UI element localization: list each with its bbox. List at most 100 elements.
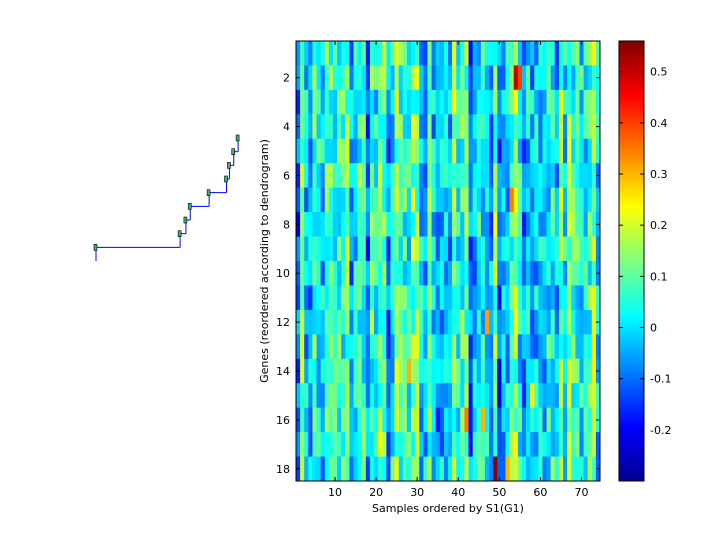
heatmap-cell xyxy=(353,236,358,262)
heatmap-cell xyxy=(423,285,428,311)
heatmap-cell xyxy=(575,187,580,213)
heatmap-cell xyxy=(579,65,584,91)
heatmap-cell xyxy=(390,41,395,66)
heatmap-cell xyxy=(513,261,519,286)
heatmap-cell xyxy=(456,432,461,457)
heatmap-cell xyxy=(558,212,564,237)
heatmap-cell xyxy=(460,212,465,237)
heatmap-cell xyxy=(530,114,535,140)
heatmap-cell xyxy=(550,432,556,457)
heatmap-cell xyxy=(521,358,527,384)
heatmap-cell xyxy=(456,187,461,213)
heatmap-cell xyxy=(546,261,552,286)
heatmap-cell xyxy=(563,309,568,335)
heatmap-cell xyxy=(304,114,309,140)
heatmap-cell xyxy=(443,41,449,66)
heatmap-cell xyxy=(530,456,535,482)
heatmap-cell xyxy=(374,309,379,335)
heatmap-cell xyxy=(349,309,354,335)
heatmap-cell xyxy=(423,309,428,335)
heatmap-cell xyxy=(316,114,321,140)
heatmap-cell xyxy=(304,187,309,213)
heatmap-cell xyxy=(378,212,383,237)
heatmap-cell xyxy=(530,41,535,66)
heatmap-cell xyxy=(567,285,572,311)
heatmap-cell xyxy=(357,334,363,360)
heatmap-cell xyxy=(476,138,482,164)
heatmap-cell xyxy=(435,236,441,262)
heatmap-cell xyxy=(357,114,363,140)
heatmap-cell xyxy=(460,383,465,409)
heatmap-cell xyxy=(312,456,317,482)
heatmap-cell xyxy=(464,383,469,409)
heatmap-cell xyxy=(567,407,572,433)
heatmap-cell xyxy=(558,187,564,213)
heatmap-cell xyxy=(427,236,432,262)
heatmap-cell xyxy=(312,261,317,286)
heatmap-cell xyxy=(571,212,576,237)
heatmap-cell xyxy=(365,285,371,311)
heatmap-cell xyxy=(415,187,420,213)
heatmap-cell xyxy=(353,212,358,237)
heatmap-cell xyxy=(538,138,543,164)
heatmap-cell xyxy=(501,285,506,311)
heatmap-cell xyxy=(386,236,391,262)
heatmap-cell xyxy=(353,187,358,213)
heatmap-cell xyxy=(505,261,510,286)
heatmap-cell xyxy=(583,163,589,189)
heatmap-cell xyxy=(419,65,424,91)
heatmap-cell xyxy=(546,163,552,189)
heatmap-cell xyxy=(567,89,572,115)
heatmap-cell xyxy=(550,383,556,409)
dendrogram-leaf xyxy=(93,244,98,251)
x-axis-ticks: 10 20 30 40 50 60 70 xyxy=(328,41,589,499)
heatmap-cell xyxy=(554,89,560,115)
heatmap-cell xyxy=(550,187,556,213)
heatmap-cell xyxy=(563,432,568,457)
heatmap-cell xyxy=(526,89,531,115)
heatmap-cell xyxy=(579,358,584,384)
heatmap-cell xyxy=(439,407,445,433)
heatmap-cell xyxy=(332,383,338,409)
heatmap-cell xyxy=(386,212,391,237)
heatmap-cell xyxy=(406,358,412,384)
heatmap-cell xyxy=(411,261,416,286)
heatmap-cell xyxy=(521,212,527,237)
heatmap-cell xyxy=(505,407,510,433)
heatmap-cell xyxy=(534,334,539,360)
heatmap-cell xyxy=(419,89,424,115)
heatmap-cell xyxy=(587,212,593,237)
heatmap-cell xyxy=(361,138,367,164)
heatmap-cell xyxy=(464,407,469,433)
heatmap-cell xyxy=(550,261,556,286)
dendrogram xyxy=(93,134,240,261)
heatmap-cell xyxy=(328,236,334,262)
heatmap-cell xyxy=(563,187,568,213)
heatmap-cell xyxy=(300,65,305,91)
heatmap-cell xyxy=(402,383,408,409)
heatmap-cell xyxy=(448,114,453,140)
heatmap-cell xyxy=(406,65,412,91)
heatmap-cell xyxy=(464,163,469,189)
heatmap-cell xyxy=(472,114,478,140)
heatmap-cell xyxy=(579,163,584,189)
heatmap-cell xyxy=(378,163,383,189)
heatmap-cell xyxy=(526,432,531,457)
heatmap-cell xyxy=(575,138,580,164)
heatmap-cell xyxy=(353,114,358,140)
heatmap-cell xyxy=(312,89,317,115)
heatmap-cell xyxy=(575,163,580,189)
heatmap-cell xyxy=(357,41,363,66)
heatmap-cell xyxy=(435,138,441,164)
heatmap-cell xyxy=(439,89,445,115)
heatmap-cell xyxy=(452,41,457,66)
heatmap-cell xyxy=(406,334,412,360)
heatmap-cell xyxy=(423,432,428,457)
heatmap-cell xyxy=(369,41,375,66)
heatmap-cell xyxy=(411,163,416,189)
heatmap-cell xyxy=(378,456,383,482)
heatmap-cell xyxy=(472,65,478,91)
heatmap-cell xyxy=(296,334,301,360)
heatmap-cell xyxy=(472,456,478,482)
heatmap-cell xyxy=(320,432,326,457)
